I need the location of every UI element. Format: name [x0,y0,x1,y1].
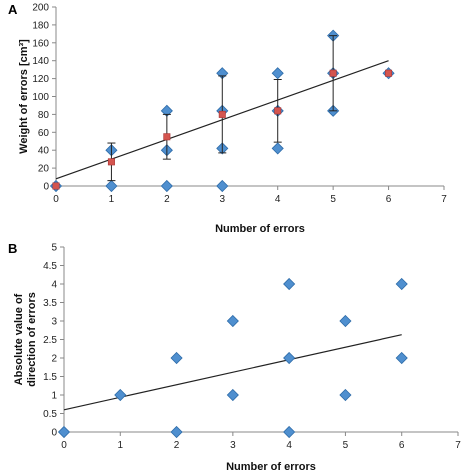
data-point [395,277,408,291]
y-tick-label: 160 [32,38,49,49]
panel-label: A [8,2,18,17]
y-tick-label: 2 [51,354,57,365]
x-tick-label: 6 [386,194,392,205]
y-tick-label: 4.5 [43,261,57,272]
y-tick-label: 5 [51,243,57,254]
data-point [271,67,284,80]
x-tick-label: 1 [109,194,115,205]
x-tick-label: 0 [53,194,59,205]
x-tick-label: 4 [286,440,292,451]
mean-point [52,182,60,190]
data-point [216,179,229,193]
y-tick-label: 20 [38,164,50,175]
y-tick-label: 3 [51,317,57,328]
data-point [226,314,239,328]
x-tick-label: 0 [61,440,67,451]
data-point [283,277,296,291]
data-point [114,388,127,402]
x-axis-title: Number of errors [215,223,305,235]
data-point [226,388,239,402]
x-tick-label: 2 [174,440,180,451]
x-tick-label: 5 [330,194,336,205]
data-point [271,142,284,155]
y-tick-label: 80 [38,110,50,121]
y-tick-label: 40 [38,146,50,157]
y-tick-label: 1.5 [43,372,57,383]
data-point [170,425,183,439]
y-axis-title: Absolute value ofdirection of errors [13,292,38,387]
data-point [395,351,408,365]
data-point [170,351,183,365]
x-tick-label: 5 [343,440,349,451]
data-point [339,314,352,328]
y-tick-label: 60 [38,128,50,139]
mean-point [218,110,226,118]
x-tick-label: 3 [230,440,236,451]
y-tick-label: 0 [43,182,49,193]
x-axis-title: Number of errors [226,461,316,473]
y-tick-label: 1 [51,391,57,402]
data-point [160,179,173,193]
data-point [283,351,296,365]
data-point [57,425,71,439]
x-tick-label: 7 [455,440,461,451]
y-tick-label: 2.5 [43,335,57,346]
x-tick-label: 2 [164,194,170,205]
x-tick-label: 1 [118,440,124,451]
mean-point [274,107,282,115]
y-tick-label: 3.5 [43,298,57,309]
panel-label: B [8,241,17,256]
data-point [339,388,352,402]
y-tick-label: 140 [32,56,49,67]
data-point [105,179,118,193]
y-tick-label: 100 [32,92,49,103]
y-tick-label: 120 [32,74,49,85]
x-tick-label: 7 [441,194,447,205]
chart-panel-a: A 0 1 2 3 4 5 6 7 0 20 40 60 80 100 120 140 160 180 200 Numb… [8,2,447,235]
x-tick-label: 3 [220,194,226,205]
y-axis-title: Weight of errors [cm³] [18,39,30,154]
y-tick-label: 0.5 [43,409,57,420]
y-axis-title-line: Absolute value of [13,293,25,385]
y-tick-label: 180 [32,20,49,31]
mean-point [329,69,337,77]
chart-panel-b: B 0 1 2 3 4 5 6 7 0 0.5 1 1.5 2 2.5 3 3.5 4 4.5 5 Number of … [8,241,461,473]
y-tick-label: 0 [51,428,57,439]
mean-point [385,69,393,77]
mean-point [163,133,171,141]
x-tick-label: 6 [399,440,405,451]
y-tick-label: 200 [32,3,49,14]
y-axis-title-line: direction of errors [26,292,38,387]
mean-point [107,158,115,166]
y-tick-label: 4 [51,280,57,291]
data-point [283,425,296,439]
x-tick-label: 4 [275,194,281,205]
